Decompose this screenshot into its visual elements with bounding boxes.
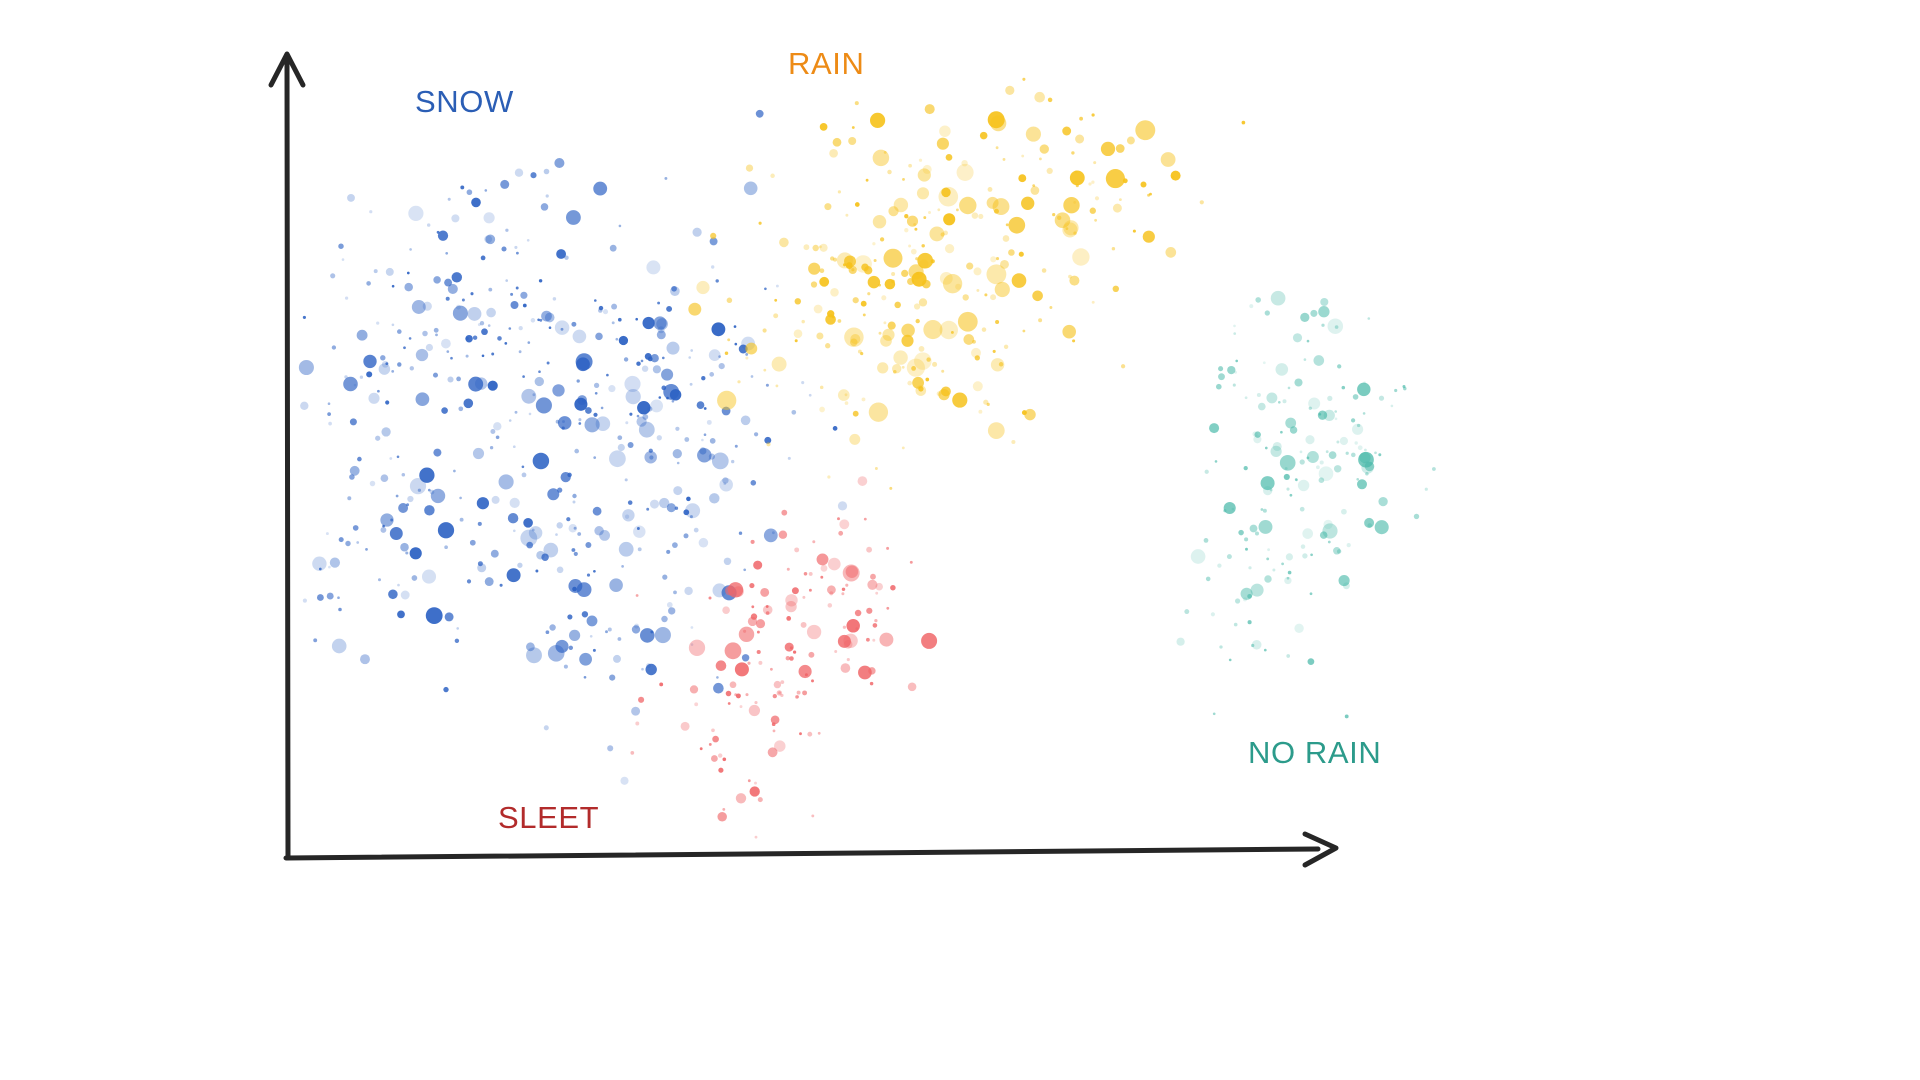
cluster-label-no-rain: NO RAIN — [1248, 735, 1382, 770]
cluster-sleet — [630, 476, 938, 839]
y-axis — [284, 59, 291, 861]
cluster-label-snow: SNOW — [415, 84, 514, 119]
points-layer — [298, 77, 1436, 839]
axes — [268, 51, 1339, 868]
cluster-no-rain — [1176, 290, 1436, 719]
cluster-label-sleet: SLEET — [498, 800, 600, 835]
cluster-label-rain: RAIN — [788, 46, 865, 81]
x-axis — [283, 846, 1321, 861]
cluster-snow — [298, 109, 848, 785]
y-axis-arrow-icon — [268, 51, 306, 88]
cluster-rain — [688, 77, 1246, 490]
x-axis-arrow-icon — [1302, 831, 1339, 868]
